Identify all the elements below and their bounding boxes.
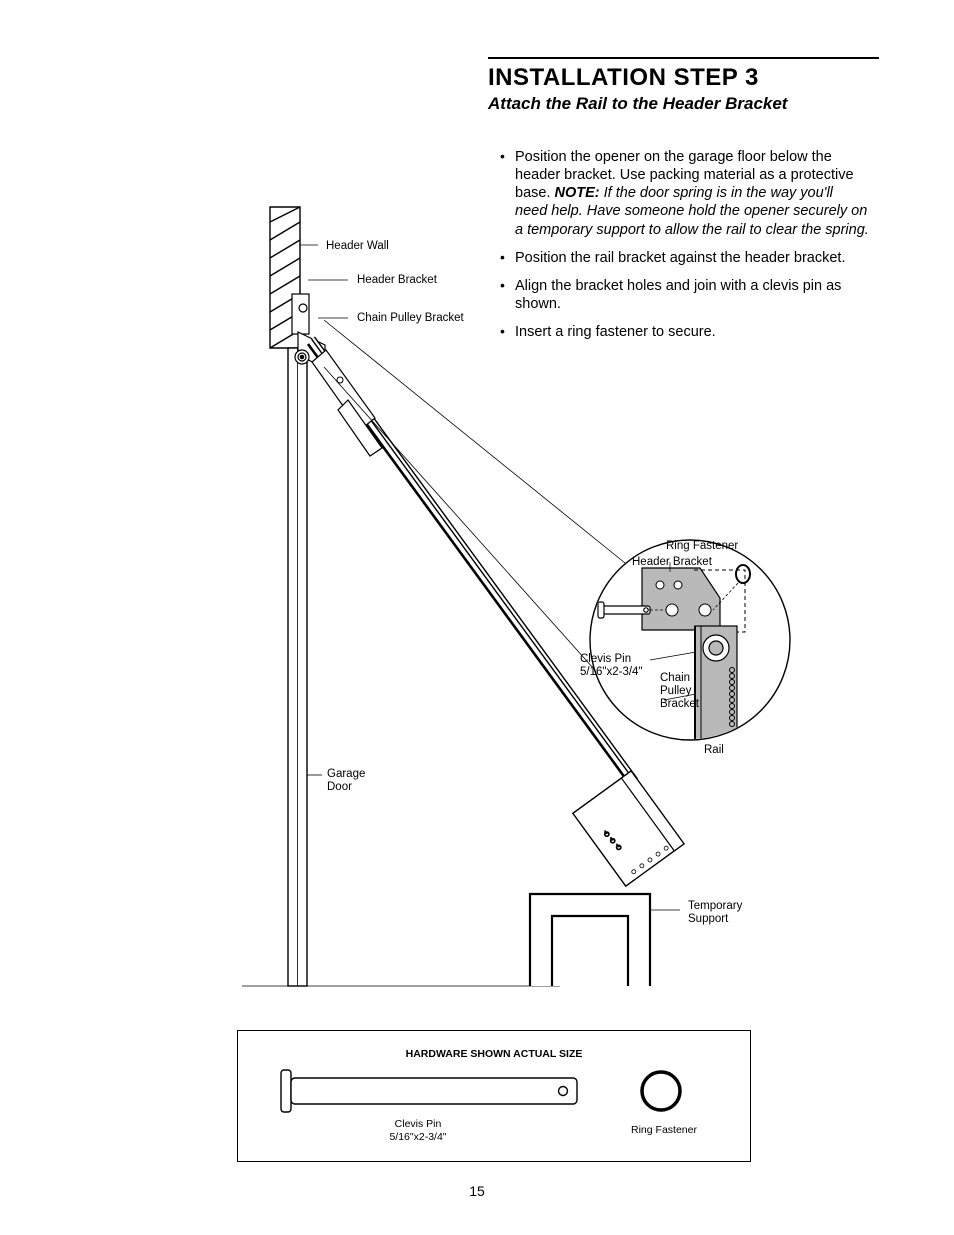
ring-fastener-icon <box>636 1066 686 1116</box>
label-chain-pulley-bracket-top: Chain Pulley Bracket <box>357 312 464 325</box>
label-header-bracket-detail: Header Bracket <box>632 556 712 569</box>
hw-clevis-pin-l2: 5/16"x2-3/4" <box>389 1131 446 1143</box>
hardware-box: HARDWARE SHOWN ACTUAL SIZE Clevis Pin 5/… <box>237 1030 751 1162</box>
hw-clevis-pin-l1: Clevis Pin <box>395 1118 442 1130</box>
header-rule <box>488 57 879 59</box>
step-subtitle: Attach the Rail to the Header Bracket <box>488 94 869 114</box>
page-number: 15 <box>0 1183 954 1199</box>
label-clevis-pin-detail-l1: Clevis Pin <box>580 653 631 666</box>
hw-ring-fastener: Ring Fastener <box>614 1124 714 1137</box>
installation-diagram: ⟲ ⟲ ⟲ <box>230 200 810 990</box>
label-garage-door: Garage Door <box>327 768 365 794</box>
label-header-wall: Header Wall <box>326 240 389 253</box>
hardware-box-title: HARDWARE SHOWN ACTUAL SIZE <box>238 1048 750 1060</box>
clevis-pin-icon <box>263 1068 583 1114</box>
label-rail-detail: Rail <box>704 744 724 757</box>
label-ring-fastener-detail: Ring Fastener <box>666 540 738 553</box>
step-title: INSTALLATION STEP 3 <box>488 64 869 92</box>
label-chain-pulley-bracket-detail: Chain Pulley Bracket <box>660 672 699 712</box>
label-temporary-support: Temporary Support <box>688 900 742 926</box>
note-label: NOTE: <box>555 185 600 201</box>
label-header-bracket-top: Header Bracket <box>357 274 437 287</box>
label-clevis-pin-detail-l2: 5/16"x2-3/4" <box>580 666 643 679</box>
